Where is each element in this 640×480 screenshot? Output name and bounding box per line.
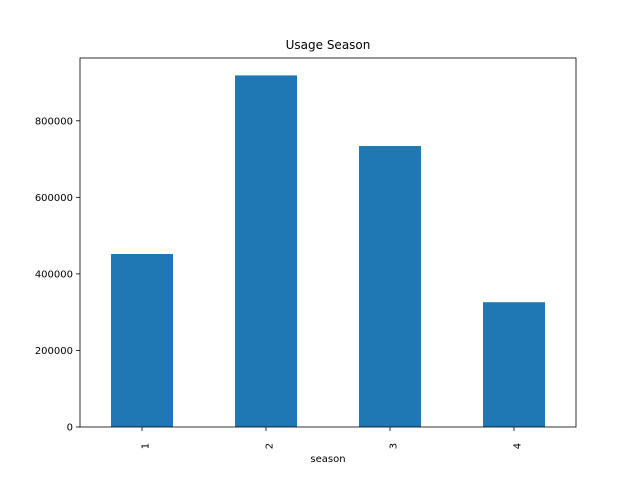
x-axis: 1 2 3 4 [141,427,524,449]
chart-title: Usage Season [286,38,371,52]
bars-group [111,75,545,427]
y-tick-label-200000: 200000 [35,346,73,357]
x-tick-label-2: 2 [265,443,276,449]
bar-4 [483,302,545,427]
bar-1 [111,253,173,427]
y-tick-label-600000: 600000 [35,193,73,204]
bar-3 [359,146,421,427]
bar-2 [235,75,297,427]
x-axis-label: season [310,454,345,465]
y-axis: 0 200000 400000 600000 800000 [35,116,80,434]
plot-frame [79,57,577,428]
x-tick-label-3: 3 [389,443,400,449]
y-tick-label-0: 0 [67,423,73,434]
x-tick-label-4: 4 [513,443,524,449]
y-tick-label-800000: 800000 [35,116,73,127]
x-tick-label-1: 1 [141,443,152,449]
y-tick-label-400000: 400000 [35,269,73,280]
